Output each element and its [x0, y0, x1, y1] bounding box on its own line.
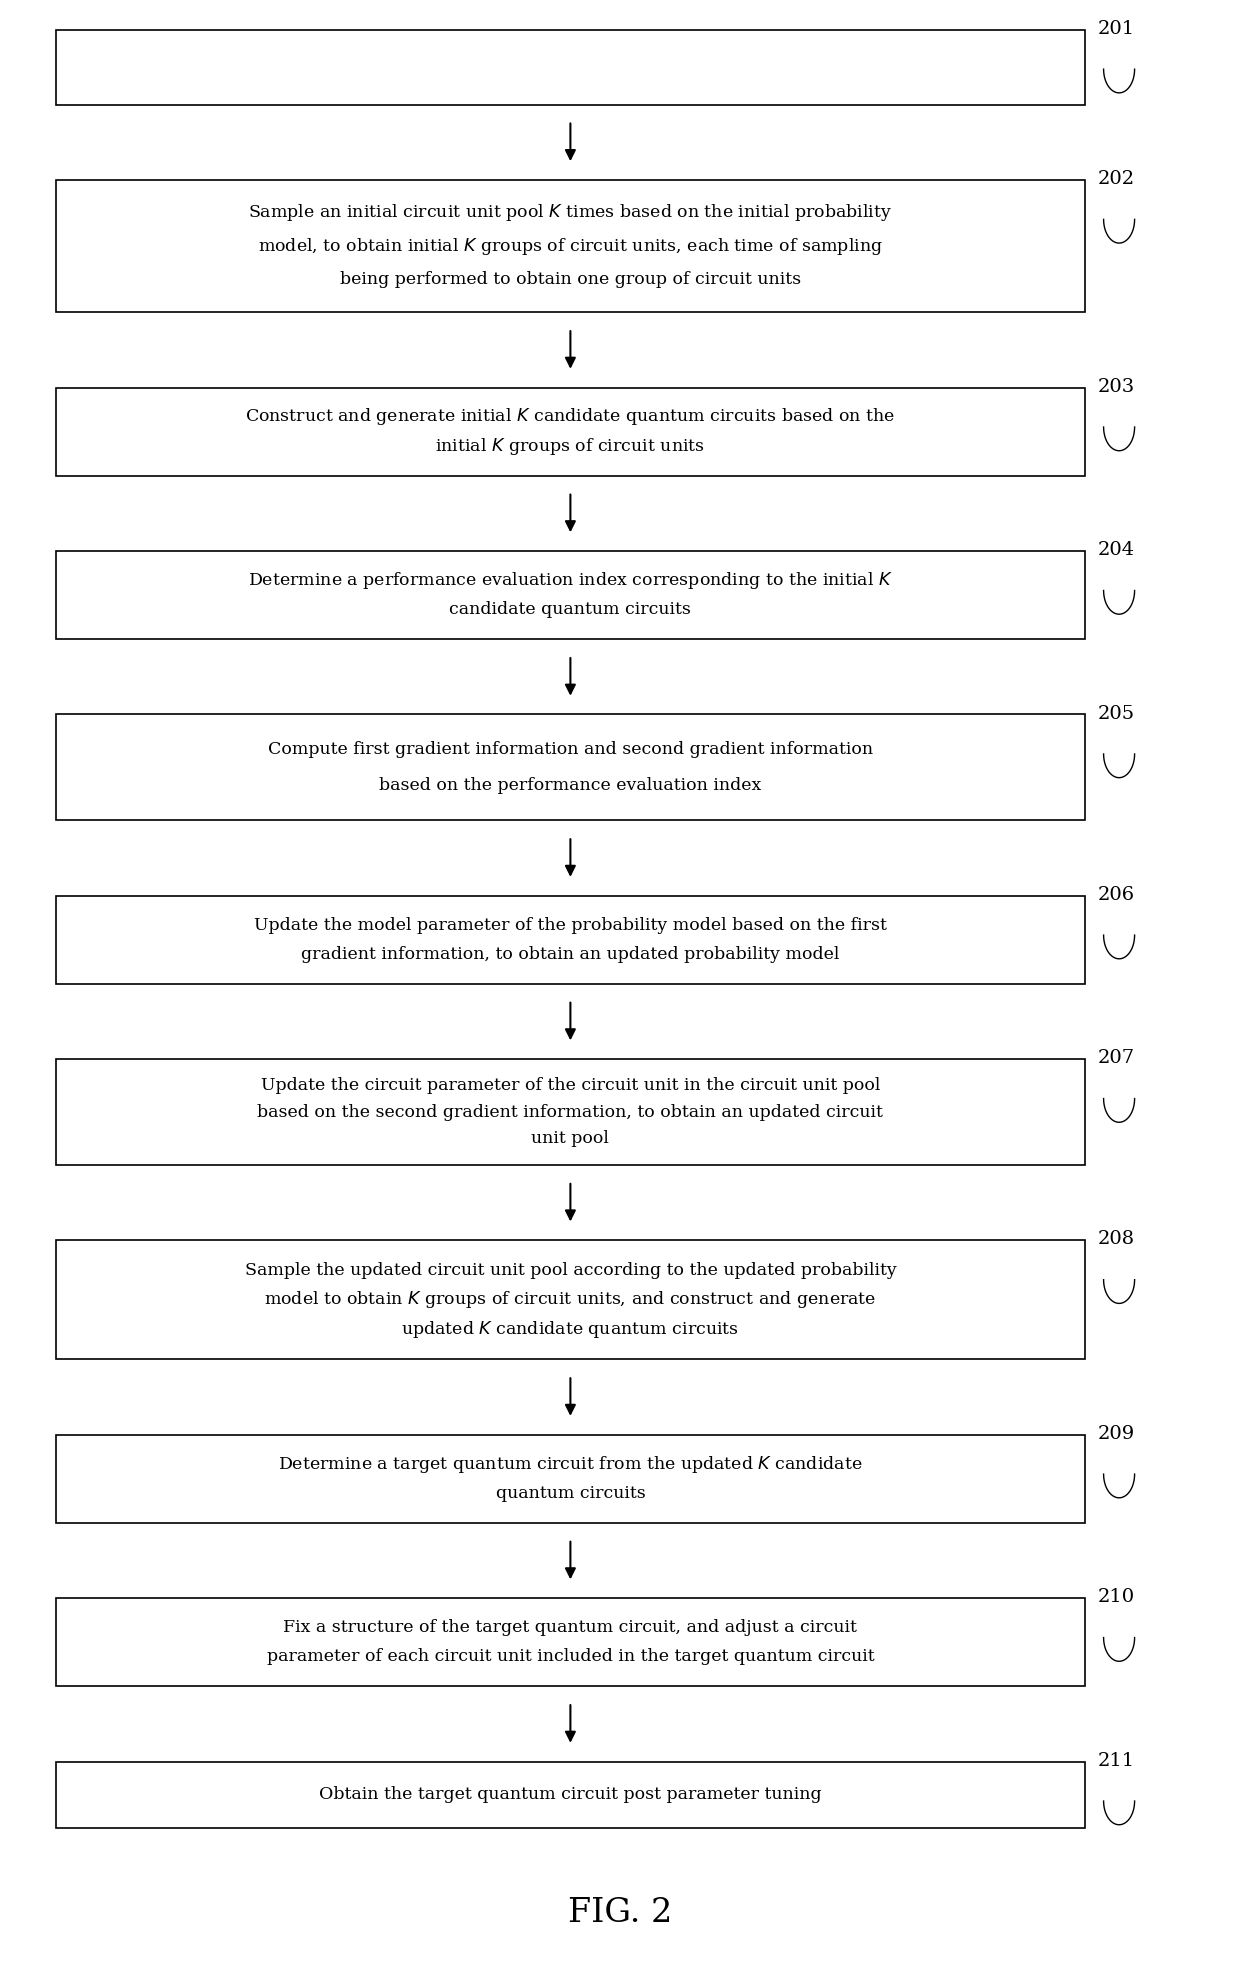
Text: Sample the updated circuit unit pool according to the updated probability: Sample the updated circuit unit pool acc…: [244, 1261, 897, 1278]
Text: 203: 203: [1097, 377, 1135, 395]
Text: Compute first gradient information and second gradient information: Compute first gradient information and s…: [268, 741, 873, 759]
Bar: [56, 715, 1085, 820]
Text: being performed to obtain one group of circuit units: being performed to obtain one group of c…: [340, 271, 801, 288]
Text: model to obtain $\mathit{K}$ groups of circuit units, and construct and generate: model to obtain $\mathit{K}$ groups of c…: [264, 1290, 877, 1310]
Bar: [56, 1761, 1085, 1828]
Text: 205: 205: [1097, 705, 1135, 723]
Text: gradient information, to obtain an updated probability model: gradient information, to obtain an updat…: [301, 947, 839, 962]
Text: Determine a performance evaluation index corresponding to the initial $\mathit{K: Determine a performance evaluation index…: [248, 569, 893, 591]
Text: Construct and generate initial $\mathit{K}$ candidate quantum circuits based on : Construct and generate initial $\mathit{…: [246, 407, 895, 427]
Bar: [56, 551, 1085, 640]
Text: FIG. 2: FIG. 2: [568, 1897, 672, 1929]
Text: Determine a target quantum circuit from the updated $\mathit{K}$ candidate: Determine a target quantum circuit from …: [278, 1454, 863, 1474]
Text: Fix a structure of the target quantum circuit, and adjust a circuit: Fix a structure of the target quantum ci…: [284, 1618, 857, 1636]
Bar: [56, 30, 1085, 105]
Text: Update the model parameter of the probability model based on the first: Update the model parameter of the probab…: [254, 917, 887, 933]
Text: 206: 206: [1097, 885, 1135, 903]
Bar: [56, 1435, 1085, 1523]
Text: based on the performance evaluation index: based on the performance evaluation inde…: [379, 777, 761, 794]
Text: Sample an initial circuit unit pool $\mathit{K}$ times based on the initial prob: Sample an initial circuit unit pool $\ma…: [248, 202, 893, 223]
Bar: [56, 1241, 1085, 1359]
Text: Obtain the target quantum circuit post parameter tuning: Obtain the target quantum circuit post p…: [319, 1786, 822, 1804]
Text: unit pool: unit pool: [532, 1130, 609, 1148]
Text: 207: 207: [1097, 1049, 1135, 1067]
Text: 211: 211: [1097, 1751, 1135, 1770]
Text: 208: 208: [1097, 1231, 1135, 1249]
Bar: [56, 1599, 1085, 1686]
Bar: [56, 895, 1085, 984]
Bar: [56, 387, 1085, 476]
Bar: [56, 180, 1085, 312]
Bar: [56, 1059, 1085, 1166]
Text: 204: 204: [1097, 541, 1135, 559]
Text: candidate quantum circuits: candidate quantum circuits: [449, 601, 692, 618]
Text: parameter of each circuit unit included in the target quantum circuit: parameter of each circuit unit included …: [267, 1648, 874, 1666]
Text: 209: 209: [1097, 1425, 1135, 1442]
Text: 201: 201: [1097, 20, 1135, 38]
Text: based on the second gradient information, to obtain an updated circuit: based on the second gradient information…: [258, 1103, 883, 1120]
Text: Update the circuit parameter of the circuit unit in the circuit unit pool: Update the circuit parameter of the circ…: [260, 1077, 880, 1095]
Text: quantum circuits: quantum circuits: [496, 1486, 645, 1502]
Text: initial $\mathit{K}$ groups of circuit units: initial $\mathit{K}$ groups of circuit u…: [435, 437, 706, 456]
Text: 210: 210: [1097, 1589, 1135, 1606]
Text: model, to obtain initial $\mathit{K}$ groups of circuit units, each time of samp: model, to obtain initial $\mathit{K}$ gr…: [258, 235, 883, 257]
Text: 202: 202: [1097, 170, 1135, 188]
Text: updated $\mathit{K}$ candidate quantum circuits: updated $\mathit{K}$ candidate quantum c…: [402, 1320, 739, 1340]
